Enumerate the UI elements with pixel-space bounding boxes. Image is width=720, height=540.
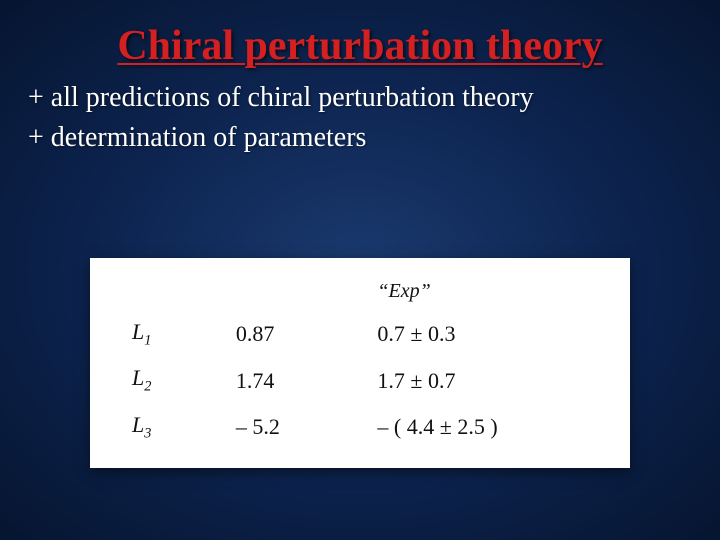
param-value: – 5.2 — [232, 404, 374, 450]
slide: Chiral perturbation theory + all predict… — [0, 0, 720, 540]
table-header-row: “Exp” — [128, 272, 600, 311]
table-header-exp: “Exp” — [373, 272, 600, 311]
param-exp: – ( 4.4 ± 2.5 ) — [373, 404, 600, 450]
page-title: Chiral perturbation theory — [0, 0, 720, 76]
param-symbol: L — [132, 319, 144, 344]
bullet-list: + all predictions of chiral perturbation… — [0, 80, 720, 157]
param-label: L3 — [128, 404, 232, 450]
param-value: 0.87 — [232, 311, 374, 357]
param-label: L2 — [128, 357, 232, 403]
param-symbol: L — [132, 412, 144, 437]
parameter-table: “Exp” L1 0.87 0.7 ± 0.3 L2 1.74 1.7 ± 0.… — [128, 272, 600, 450]
parameter-table-panel: “Exp” L1 0.87 0.7 ± 0.3 L2 1.74 1.7 ± 0.… — [90, 258, 630, 468]
param-value: 1.74 — [232, 357, 374, 403]
param-subscript: 2 — [144, 379, 151, 395]
table-row: L2 1.74 1.7 ± 0.7 — [128, 357, 600, 403]
bullet-line: + determination of parameters — [28, 120, 692, 156]
param-exp: 1.7 ± 0.7 — [373, 357, 600, 403]
param-symbol: L — [132, 365, 144, 390]
table-row: L3 – 5.2 – ( 4.4 ± 2.5 ) — [128, 404, 600, 450]
bullet-line: + all predictions of chiral perturbation… — [28, 80, 692, 116]
param-subscript: 1 — [144, 332, 151, 348]
param-label: L1 — [128, 311, 232, 357]
param-exp: 0.7 ± 0.3 — [373, 311, 600, 357]
table-row: L1 0.87 0.7 ± 0.3 — [128, 311, 600, 357]
param-subscript: 3 — [144, 425, 151, 441]
table-header-cell — [232, 272, 374, 311]
table-header-cell — [128, 272, 232, 311]
